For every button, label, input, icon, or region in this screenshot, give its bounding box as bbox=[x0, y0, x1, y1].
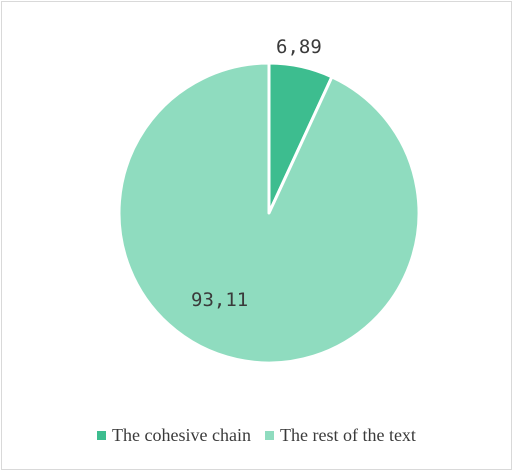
pie-slice-rest-of-text bbox=[117, 61, 421, 365]
legend-item-rest-of-text: The rest of the text bbox=[264, 425, 416, 446]
legend: The cohesive chain The rest of the text bbox=[0, 425, 513, 446]
legend-label-rest-of-text: The rest of the text bbox=[279, 425, 416, 445]
data-label-cohesive-chain: 6,89 bbox=[276, 36, 322, 58]
legend-item-cohesive-chain: The cohesive chain bbox=[97, 425, 251, 446]
data-label-rest-of-text: 93,11 bbox=[191, 289, 248, 311]
legend-swatch-rest-of-text bbox=[264, 431, 274, 440]
legend-label-cohesive-chain: The cohesive chain bbox=[112, 425, 251, 445]
legend-swatch-cohesive-chain bbox=[97, 431, 107, 440]
